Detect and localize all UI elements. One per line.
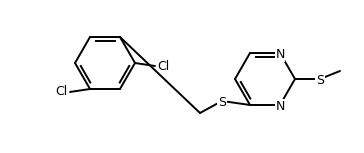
Text: Cl: Cl xyxy=(157,60,169,73)
Text: N: N xyxy=(275,100,285,113)
Text: S: S xyxy=(316,74,324,87)
Text: N: N xyxy=(275,48,285,61)
Text: S: S xyxy=(218,96,226,109)
Text: Cl: Cl xyxy=(56,86,68,99)
